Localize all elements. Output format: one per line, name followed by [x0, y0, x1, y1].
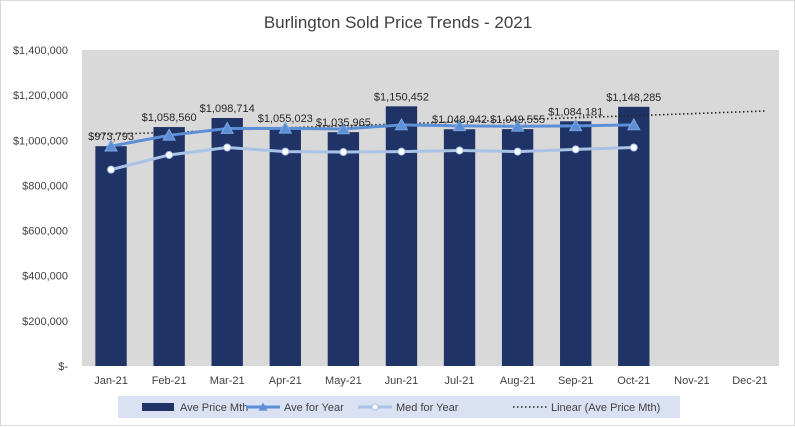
- trendline-series: [95, 110, 766, 136]
- y-tick-label: $1,200,000: [13, 90, 68, 102]
- x-tick-label: Apr-21: [269, 375, 302, 387]
- data-label: $1,150,452: [374, 91, 429, 103]
- x-tick-label: Jun-21: [385, 375, 419, 387]
- legend-label: Ave for Year: [284, 402, 344, 414]
- bar: [385, 106, 418, 367]
- legend-swatch: [142, 403, 174, 411]
- bar: [153, 127, 185, 366]
- data-label: $1,058,560: [142, 112, 197, 124]
- y-tick-label: $-: [58, 361, 68, 373]
- x-tick-label: Nov-21: [674, 375, 709, 387]
- series-line: [110, 146, 634, 172]
- triangle-point: [336, 121, 351, 135]
- line-series: [104, 117, 641, 174]
- data-labels: $973,793$1,058,560$1,098,714$1,055,023 $1…: [88, 91, 661, 143]
- y-tick-label: $200,000: [22, 316, 68, 328]
- x-tick-label: Feb-21: [152, 375, 187, 387]
- bar: [211, 118, 243, 367]
- circle-point: [455, 146, 464, 155]
- y-tick-label: $800,000: [22, 180, 68, 192]
- triangle-point: [104, 139, 118, 152]
- y-tick-label: $1,000,000: [13, 135, 68, 147]
- data-label: $1,049,555: [490, 114, 545, 126]
- legend: Ave Price Mth Ave for Year Med for Year Lin…: [118, 396, 680, 418]
- data-label: $1,055,023: [258, 113, 313, 125]
- y-tick-label: $400,000: [22, 271, 68, 283]
- triangle-point: [626, 117, 641, 131]
- circle-point: [571, 145, 580, 154]
- x-tick-label: May-21: [325, 375, 362, 387]
- data-label: $1,098,714: [200, 103, 255, 115]
- circle-point: [513, 147, 522, 156]
- triangle-point: [162, 128, 176, 141]
- x-tick-label: Aug-21: [500, 375, 535, 387]
- legend-label: Ave Price Mth: [180, 402, 248, 414]
- x-tick-label: Mar-21: [210, 375, 245, 387]
- bar: [95, 146, 127, 366]
- triangle-point: [278, 121, 293, 134]
- bar: [443, 129, 476, 366]
- triangle-point: [452, 118, 467, 132]
- legend-label: Med for Year: [396, 402, 459, 414]
- data-label: $1,035,965: [316, 117, 371, 129]
- series-line: [110, 123, 634, 148]
- triangle-point: [220, 121, 235, 134]
- legend-label: Linear (Ave Price Mth): [551, 402, 660, 414]
- bar: [501, 129, 534, 366]
- x-tick-label: Jan-21: [94, 375, 128, 387]
- chart-title: Burlington Sold Price Trends - 2021: [264, 13, 532, 32]
- x-tick-label: Oct-21: [617, 375, 650, 387]
- data-label: $1,084,181: [548, 106, 603, 118]
- legend-box: [118, 396, 680, 418]
- y-tick-label: $600,000: [22, 226, 68, 238]
- bar: [560, 121, 592, 367]
- circle-point: [629, 143, 638, 152]
- bar-series: [95, 106, 650, 367]
- x-axis: Jan-21 Feb-21 Mar-21 Apr-21 May-21 Jun-21 Jul-…: [94, 375, 767, 387]
- circle-point: [223, 143, 232, 152]
- bar: [269, 127, 301, 366]
- trendline: [95, 110, 766, 136]
- circle-point: [107, 165, 116, 174]
- data-label: $1,148,285: [606, 92, 661, 104]
- legend-marker: [371, 403, 379, 411]
- y-tick-label: $1,400,000: [13, 45, 68, 57]
- y-axis: $- $200,000 $400,000 $600,000 $800,000 $1,000…: [13, 45, 68, 373]
- data-label: $973,793: [88, 131, 134, 143]
- data-label: $1,048,942: [432, 114, 487, 126]
- circle-point: [165, 150, 174, 159]
- circle-point: [397, 147, 406, 156]
- triangle-point: [394, 117, 409, 131]
- triangle-point: [568, 118, 583, 132]
- x-tick-label: Jul-21: [445, 375, 475, 387]
- bar: [327, 132, 360, 366]
- legend-marker: [258, 402, 268, 411]
- circle-point: [339, 148, 348, 157]
- x-tick-label: Dec-21: [732, 375, 767, 387]
- circle-point: [281, 147, 290, 156]
- triangle-point: [510, 119, 525, 132]
- x-tick-label: Sep-21: [558, 375, 593, 387]
- plot-area: [82, 50, 779, 366]
